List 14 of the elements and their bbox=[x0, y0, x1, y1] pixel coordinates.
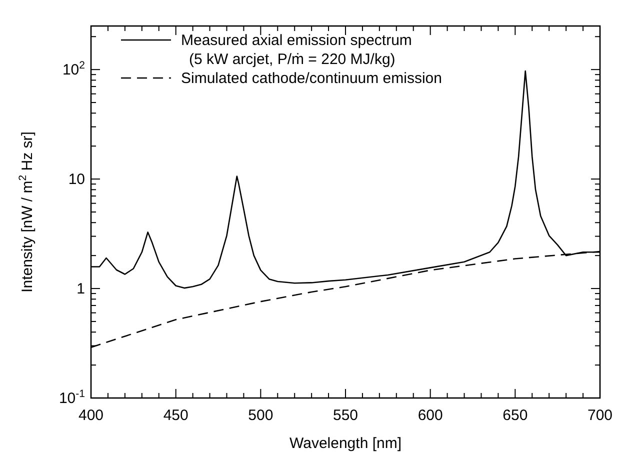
y-tick-label: 1 bbox=[76, 280, 85, 298]
x-tick-label: 450 bbox=[163, 407, 188, 424]
x-tick-label: 550 bbox=[332, 407, 358, 424]
x-tick-label: 400 bbox=[78, 407, 104, 424]
x-tick-label: 500 bbox=[248, 407, 274, 424]
y-tick-label: 10$^{2}$ bbox=[62, 60, 86, 79]
legend-label: Measured axial emission spectrum (5 kW arcjet, P/ṁ = 220 MJ/kg) bbox=[181, 32, 412, 68]
x-axis-title: Wavelength [nm] bbox=[290, 435, 402, 452]
legend-label: Simulated cathode/continuum emission bbox=[181, 70, 442, 87]
y-tick-label: 10 bbox=[68, 171, 85, 188]
y-tick-label: 10$^{-1}$ bbox=[58, 388, 86, 407]
x-tick-label: 700 bbox=[587, 407, 613, 424]
x-tick-label: 600 bbox=[418, 407, 443, 424]
x-tick-label: 650 bbox=[502, 407, 528, 424]
